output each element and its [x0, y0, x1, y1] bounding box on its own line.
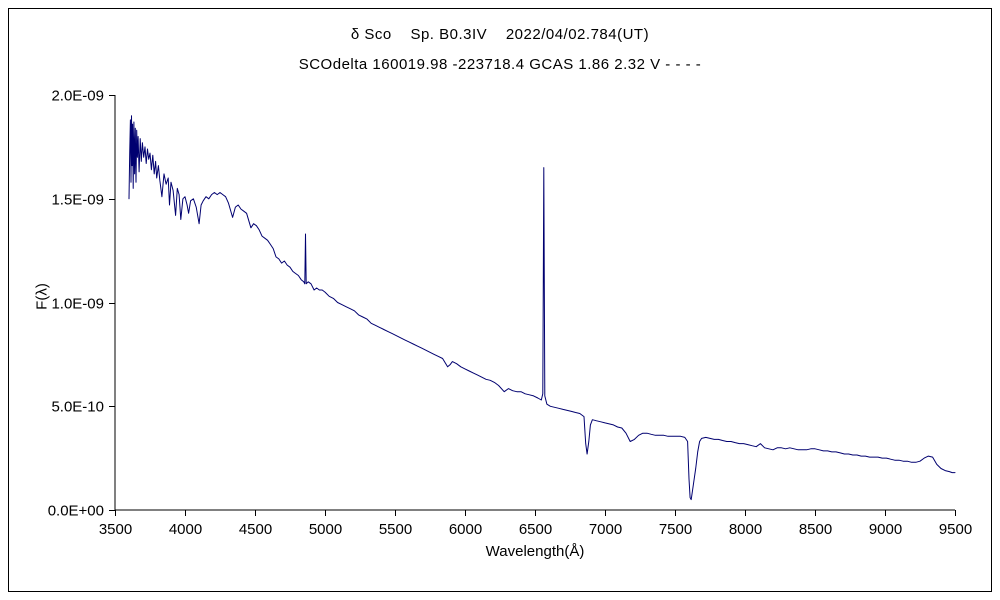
x-tick-label: 4000 — [169, 521, 202, 538]
y-tick-label: 1.5E-09 — [51, 192, 104, 209]
chart-title: δ Sco Sp. B0.3IV 2022/04/02.784(UT) — [350, 26, 650, 43]
x-tick-label: 5500 — [379, 521, 412, 538]
x-tick-label: 6000 — [449, 521, 482, 538]
x-tick-label: 4500 — [239, 521, 272, 538]
x-tick-label: 7500 — [659, 521, 692, 538]
x-axis-label: Wavelength(Å) — [485, 543, 585, 560]
x-tick-label: 5000 — [309, 521, 342, 538]
x-tick-label: 3500 — [99, 521, 132, 538]
chart-subtitle: SCOdelta 160019.98 -223718.4 GCAS 1.86 2… — [298, 56, 702, 73]
x-tick-label: 7000 — [589, 521, 622, 538]
outer-border — [8, 8, 992, 592]
y-tick-label: 1.0E-09 — [51, 296, 104, 313]
x-tick-label: 8500 — [799, 521, 832, 538]
x-tick-label: 8000 — [729, 521, 762, 538]
y-tick-label: 2.0E-09 — [51, 88, 104, 105]
x-tick-label: 9000 — [869, 521, 902, 538]
x-tick-label: 6500 — [519, 521, 552, 538]
spectrum-line — [128, 115, 956, 501]
x-tick-label: 9500 — [939, 521, 972, 538]
y-tick-label: 5.0E-10 — [51, 399, 104, 416]
y-tick-label: 0.0E+00 — [48, 503, 104, 520]
